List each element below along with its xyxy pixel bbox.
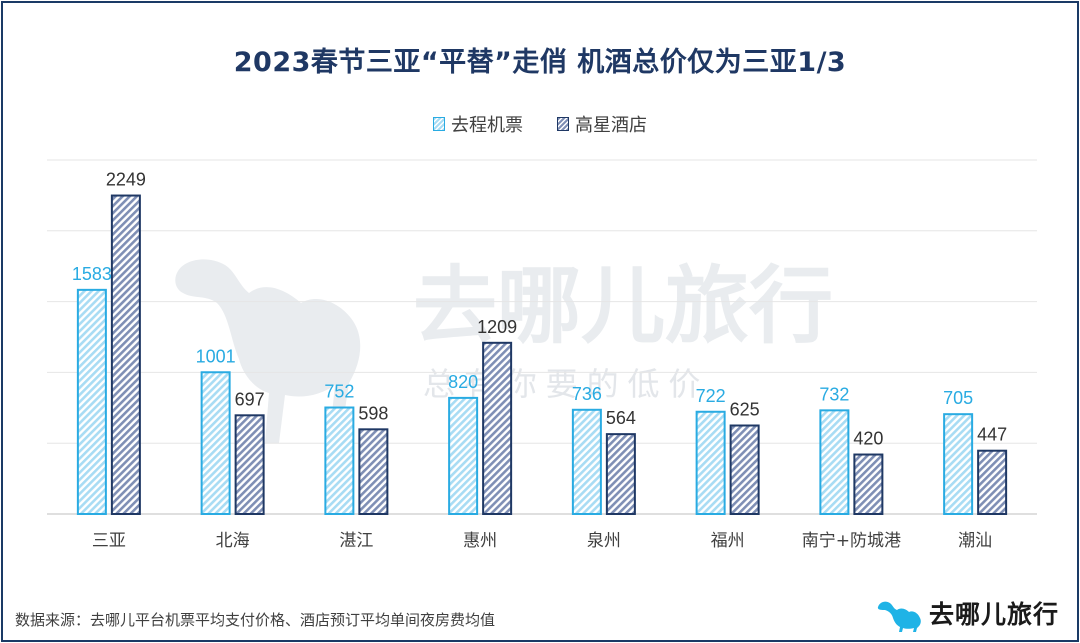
bar-hotel [110,194,141,515]
x-tick-label: 三亚 [92,531,126,551]
bar-hotel [482,341,513,515]
bar-flight [76,288,107,515]
data-label-flight: 820 [448,372,478,392]
data-label-hotel: 420 [853,429,883,449]
bar-hotel [729,424,760,515]
chart-title: 2023春节三亚“平替”走俏 机酒总价仅为三亚1/3 [233,47,847,78]
data-source-note: 数据来源：去哪儿平台机票平均支付价格、酒店预订平均单间夜房费均值 [15,611,496,629]
data-label-flight: 1583 [72,264,112,284]
legend-label-flight: 去程机票 [451,115,523,136]
data-label-flight: 752 [324,382,354,402]
data-label-hotel: 697 [235,389,265,409]
x-tick-label: 惠州 [463,531,497,551]
data-label-flight: 705 [943,388,973,408]
x-tick-label: 泉州 [587,531,621,551]
data-label-hotel: 2249 [106,170,146,190]
bar-flight [695,410,726,515]
chart-bars [76,194,1008,516]
bar-flight [819,409,850,515]
data-label-hotel: 564 [606,408,636,428]
chart-x-tick-labels: 三亚 北海 湛江 惠州 泉州 福州 南宁+防城港 潮汕 [92,531,992,551]
bar-flight [448,396,479,515]
legend-label-hotel: 高星酒店 [575,115,647,136]
x-tick-label: 湛江 [339,531,373,551]
data-label-hotel: 598 [358,403,388,423]
data-label-flight: 732 [819,384,849,404]
bar-flight [200,371,231,515]
x-tick-label: 北海 [216,531,250,551]
bar-flight [571,408,602,516]
brand-logo: 去哪儿旅行 [875,593,1059,633]
bar-hotel [605,433,636,515]
x-tick-label: 福州 [711,531,745,551]
legend-item-flight: 去程机票 [433,111,523,137]
bar-hotel [853,453,884,516]
bar-hotel [358,428,389,516]
chart-legend: 去程机票 高星酒店 [433,111,647,137]
data-label-hotel: 625 [730,400,760,420]
bar-hotel [234,414,265,516]
data-label-flight: 722 [696,386,726,406]
x-tick-label: 南宁+防城港 [802,531,901,551]
data-label-flight: 736 [572,384,602,404]
data-label-flight: 1001 [196,346,236,366]
bar-hotel [977,449,1008,516]
data-label-hotel: 1209 [477,317,517,337]
bar-flight [943,413,974,515]
legend-swatch-flight [433,117,445,131]
chart-gridlines [47,159,1037,515]
bar-flight [324,406,355,516]
brand-name: 去哪儿旅行 [929,600,1060,629]
x-tick-label: 潮汕 [958,531,992,551]
data-label-hotel: 447 [977,425,1007,445]
camel-logo-icon [877,601,921,632]
legend-swatch-hotel [557,117,569,131]
legend-item-hotel: 高星酒店 [557,111,647,137]
